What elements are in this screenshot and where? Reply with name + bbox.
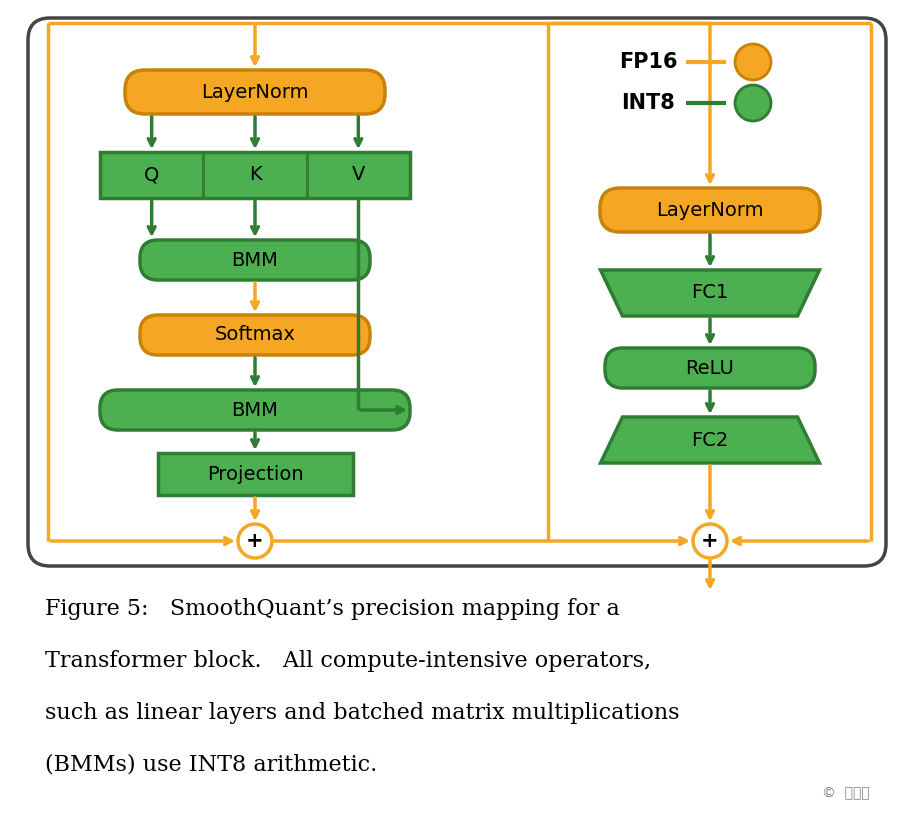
Circle shape (693, 524, 727, 558)
Text: LayerNorm: LayerNorm (656, 201, 764, 220)
FancyBboxPatch shape (140, 240, 370, 280)
Text: +: + (701, 531, 719, 551)
FancyBboxPatch shape (600, 188, 820, 232)
Circle shape (735, 44, 771, 80)
Text: BMM: BMM (232, 250, 278, 270)
Text: Figure 5:   SmoothQuant’s precision mapping for a: Figure 5: SmoothQuant’s precision mappin… (45, 598, 620, 620)
Polygon shape (601, 270, 820, 316)
Polygon shape (601, 417, 820, 463)
Text: FC1: FC1 (691, 284, 729, 303)
Text: LayerNorm: LayerNorm (201, 82, 309, 102)
Bar (157, 453, 352, 495)
Text: +: + (246, 531, 264, 551)
Text: Projection: Projection (207, 464, 303, 483)
FancyBboxPatch shape (28, 18, 886, 566)
Text: Softmax: Softmax (214, 325, 296, 344)
Text: FP16: FP16 (619, 52, 677, 72)
Circle shape (238, 524, 272, 558)
Text: ReLU: ReLU (686, 359, 735, 378)
Text: BMM: BMM (232, 400, 278, 419)
FancyBboxPatch shape (140, 315, 370, 355)
Text: K: K (249, 166, 261, 185)
Bar (100, 152, 410, 198)
Text: (BMMs) use INT8 arithmetic.: (BMMs) use INT8 arithmetic. (45, 754, 377, 776)
Text: V: V (352, 166, 365, 185)
FancyBboxPatch shape (125, 70, 385, 114)
Circle shape (735, 85, 771, 121)
Text: INT8: INT8 (621, 93, 675, 113)
Text: Transformer block.   All compute-intensive operators,: Transformer block. All compute-intensive… (45, 650, 651, 672)
Text: ©  新智元: © 新智元 (822, 786, 870, 800)
Text: such as linear layers and batched matrix multiplications: such as linear layers and batched matrix… (45, 702, 679, 724)
FancyBboxPatch shape (605, 348, 815, 388)
Text: FC2: FC2 (691, 430, 729, 449)
Text: Q: Q (144, 166, 159, 185)
FancyBboxPatch shape (100, 390, 410, 430)
